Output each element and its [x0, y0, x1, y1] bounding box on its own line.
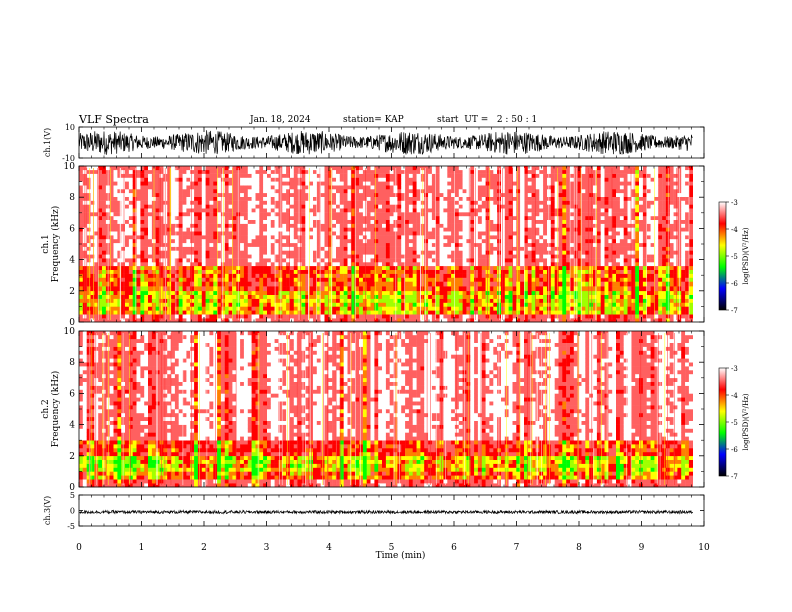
colorbar-label: log(PSD)(V²/Hz)	[742, 393, 750, 450]
waveform-trace	[78, 130, 693, 155]
x-tick-label: 9	[639, 543, 645, 553]
colorbar-tick-label: -3	[731, 199, 738, 207]
x-tick-label: 2	[201, 543, 207, 553]
y-tick-label: 8	[69, 358, 75, 368]
colorbar-gradient	[718, 201, 727, 311]
colorbar-label: log(PSD)(V²/Hz)	[742, 227, 750, 284]
colorbar-tick-label: -4	[731, 226, 738, 234]
chart-title: VLF Spectra	[79, 113, 149, 126]
y-axis-label: ch.1(V)	[43, 128, 52, 157]
ch1-colorbar: -3 -4 -5 -6 -7 log(PSD)(V²/Hz)	[718, 199, 750, 315]
colorbar-tick-label: -7	[731, 307, 738, 315]
y-tick-label: 10	[64, 162, 76, 172]
y-tick-label: 0	[69, 483, 75, 493]
x-tick-label: 8	[576, 543, 582, 553]
x-tick-label: 5	[389, 543, 395, 553]
y-axis-label-frequency: Frequency (kHz)	[50, 371, 61, 448]
ch2-colorbar: -3 -4 -5 -6 -7 log(PSD)(V²/Hz)	[718, 365, 750, 481]
y-tick-label: -10	[62, 154, 75, 163]
y-tick-label: 2	[69, 287, 75, 297]
colorbar-tick-label: -5	[731, 253, 738, 261]
y-axis-label-channel: ch.2	[41, 399, 51, 418]
x-tick-label: 0	[76, 543, 82, 553]
y-tick-label: 8	[69, 193, 75, 203]
colorbar-tick-label: -7	[731, 473, 738, 481]
colorbar-tick-label: -6	[731, 446, 738, 454]
y-tick-label: 6	[69, 389, 75, 399]
x-axis-label: Time (min)	[376, 550, 426, 561]
colorbar-tick-label: -4	[731, 392, 738, 400]
x-tick-label: 10	[698, 543, 710, 553]
colorbar-tick-label: -5	[731, 419, 738, 427]
time-axis: 0 1 2 3 4 5 6 7 8 9 10 Time (min)	[76, 543, 710, 561]
y-tick-label: 2	[69, 452, 75, 462]
start-time-label: start UT = 2 : 50 : 1	[437, 115, 538, 125]
y-tick-label: 0	[69, 318, 75, 328]
colorbar-tick-label: -6	[731, 280, 738, 288]
x-tick-label: 7	[514, 543, 520, 553]
x-tick-label: 1	[139, 543, 145, 553]
y-axis-label-channel: ch.1	[41, 234, 51, 253]
spectrogram-cells	[79, 331, 693, 488]
colorbar-tick-label: -3	[731, 365, 738, 373]
y-tick-label: 10	[65, 123, 75, 132]
x-tick-label: 3	[264, 543, 270, 553]
date-label: Jan. 18, 2024	[250, 115, 311, 125]
ch1-spectrogram-panel: 0 2 4 6 8 10 ch.1 Frequency (kHz)	[41, 162, 705, 328]
y-tick-label: 5	[70, 491, 75, 500]
colorbar-gradient	[718, 367, 727, 477]
y-axis-label: ch.3(V)	[43, 496, 52, 525]
y-axis-label-frequency: Frequency (kHz)	[50, 206, 61, 283]
waveform-trace	[78, 509, 694, 515]
ch1-waveform-panel: 10 -10 ch.1(V)	[43, 123, 705, 163]
x-tick-label: 4	[326, 543, 332, 553]
y-tick-label: 6	[69, 224, 75, 234]
y-tick-label: 4	[69, 256, 75, 266]
spectrogram-cells	[79, 166, 693, 323]
station-label: station= KAP	[343, 115, 404, 125]
y-tick-label: 0	[70, 507, 75, 516]
y-tick-label: 4	[69, 421, 75, 431]
x-tick-label: 6	[451, 543, 457, 553]
ch2-spectrogram-panel: 0 2 4 6 8 10 ch.2 Frequency (kHz)	[41, 327, 705, 493]
y-tick-label: 10	[64, 327, 76, 337]
y-tick-label: -5	[67, 522, 75, 531]
ch3-waveform-panel: 5 0 -5 ch.3(V)	[43, 491, 705, 531]
